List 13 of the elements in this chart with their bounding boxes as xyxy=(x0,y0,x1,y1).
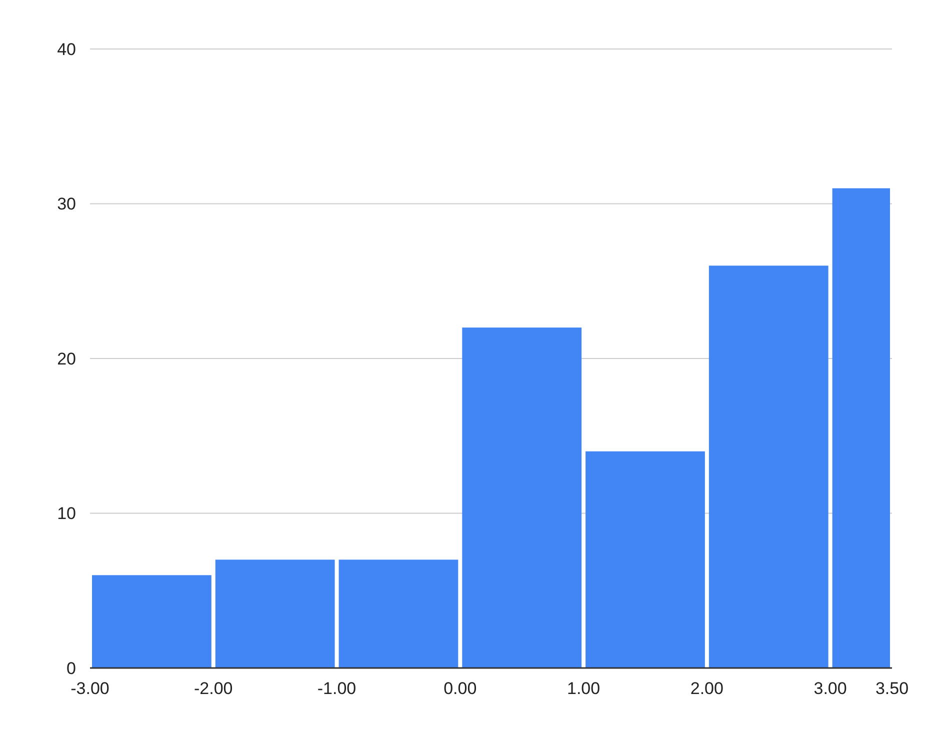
y-tick-label: 20 xyxy=(57,349,76,368)
x-tick-label: 1.00 xyxy=(566,679,600,698)
x-tick-label: 2.00 xyxy=(690,679,724,698)
x-tick-label: 3.50 xyxy=(875,679,909,698)
y-tick-label: 30 xyxy=(57,194,76,214)
x-tick-label: 0.00 xyxy=(444,679,477,698)
x-tick-label: -1.00 xyxy=(317,679,356,698)
x-tick-label: -2.00 xyxy=(194,679,233,698)
x-tick-label: 3.00 xyxy=(814,679,847,698)
x-tick-label: -3.00 xyxy=(70,679,110,698)
y-tick-label: 10 xyxy=(57,504,76,524)
y-tick-label: 0 xyxy=(66,658,76,678)
y-tick-label: 40 xyxy=(57,40,76,59)
